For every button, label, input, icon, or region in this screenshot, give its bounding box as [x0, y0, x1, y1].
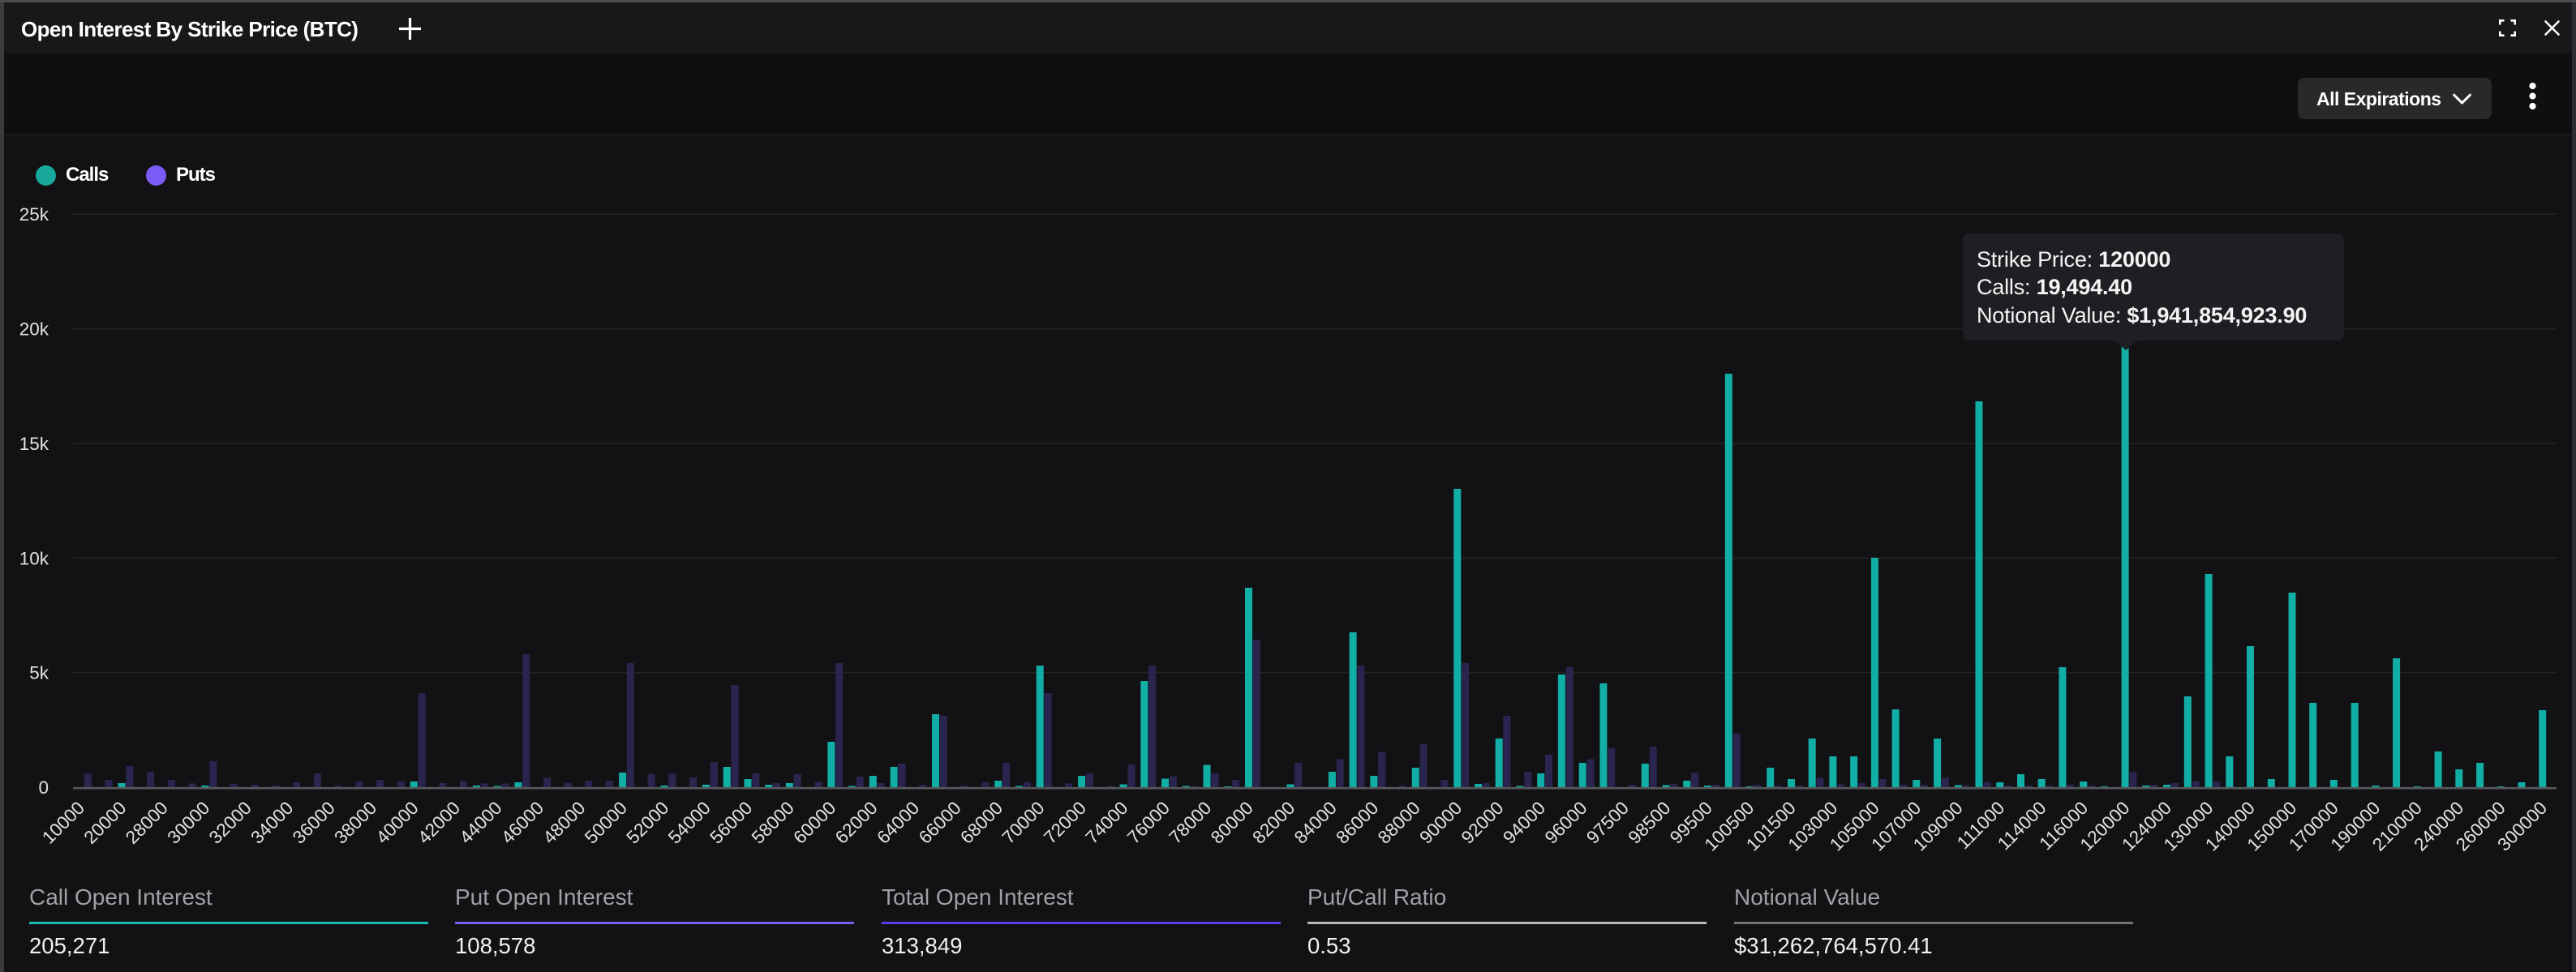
svg-text:28000: 28000	[122, 798, 172, 848]
svg-text:92000: 92000	[1458, 798, 1508, 848]
svg-text:40000: 40000	[372, 798, 423, 848]
svg-text:64000: 64000	[873, 798, 923, 848]
svg-text:84000: 84000	[1290, 798, 1341, 848]
svg-text:46000: 46000	[497, 798, 547, 848]
svg-text:10000: 10000	[38, 798, 88, 848]
svg-text:94000: 94000	[1499, 798, 1549, 848]
svg-text:10k: 10k	[19, 548, 49, 568]
svg-text:72000: 72000	[1040, 798, 1090, 848]
svg-text:96000: 96000	[1541, 798, 1591, 848]
svg-text:20k: 20k	[19, 319, 49, 340]
svg-text:0: 0	[38, 777, 49, 798]
svg-text:32000: 32000	[205, 798, 255, 848]
svg-text:30000: 30000	[164, 798, 214, 848]
svg-text:76000: 76000	[1123, 798, 1174, 848]
svg-text:80000: 80000	[1207, 798, 1257, 848]
svg-text:50000: 50000	[581, 798, 631, 848]
svg-text:98500: 98500	[1625, 798, 1675, 848]
svg-text:44000: 44000	[456, 798, 506, 848]
svg-text:82000: 82000	[1248, 798, 1299, 848]
svg-text:66000: 66000	[915, 798, 965, 848]
svg-text:5k: 5k	[29, 663, 49, 683]
svg-text:38000: 38000	[330, 798, 380, 848]
svg-text:68000: 68000	[956, 798, 1007, 848]
svg-text:52000: 52000	[623, 798, 673, 848]
svg-text:62000: 62000	[831, 798, 882, 848]
svg-text:54000: 54000	[664, 798, 715, 848]
svg-text:74000: 74000	[1082, 798, 1132, 848]
svg-text:60000: 60000	[789, 798, 839, 848]
svg-text:88000: 88000	[1374, 798, 1424, 848]
svg-text:86000: 86000	[1332, 798, 1382, 848]
svg-text:25k: 25k	[19, 204, 49, 225]
svg-text:58000: 58000	[748, 798, 798, 848]
svg-text:15k: 15k	[19, 434, 49, 454]
svg-text:56000: 56000	[706, 798, 757, 848]
svg-text:42000: 42000	[414, 798, 464, 848]
svg-text:90000: 90000	[1415, 798, 1466, 848]
svg-text:78000: 78000	[1166, 798, 1216, 848]
svg-text:97500: 97500	[1582, 798, 1633, 848]
svg-text:70000: 70000	[998, 798, 1049, 848]
svg-text:20000: 20000	[80, 798, 131, 848]
svg-text:48000: 48000	[539, 798, 590, 848]
svg-text:36000: 36000	[289, 798, 339, 848]
svg-text:34000: 34000	[247, 798, 297, 848]
